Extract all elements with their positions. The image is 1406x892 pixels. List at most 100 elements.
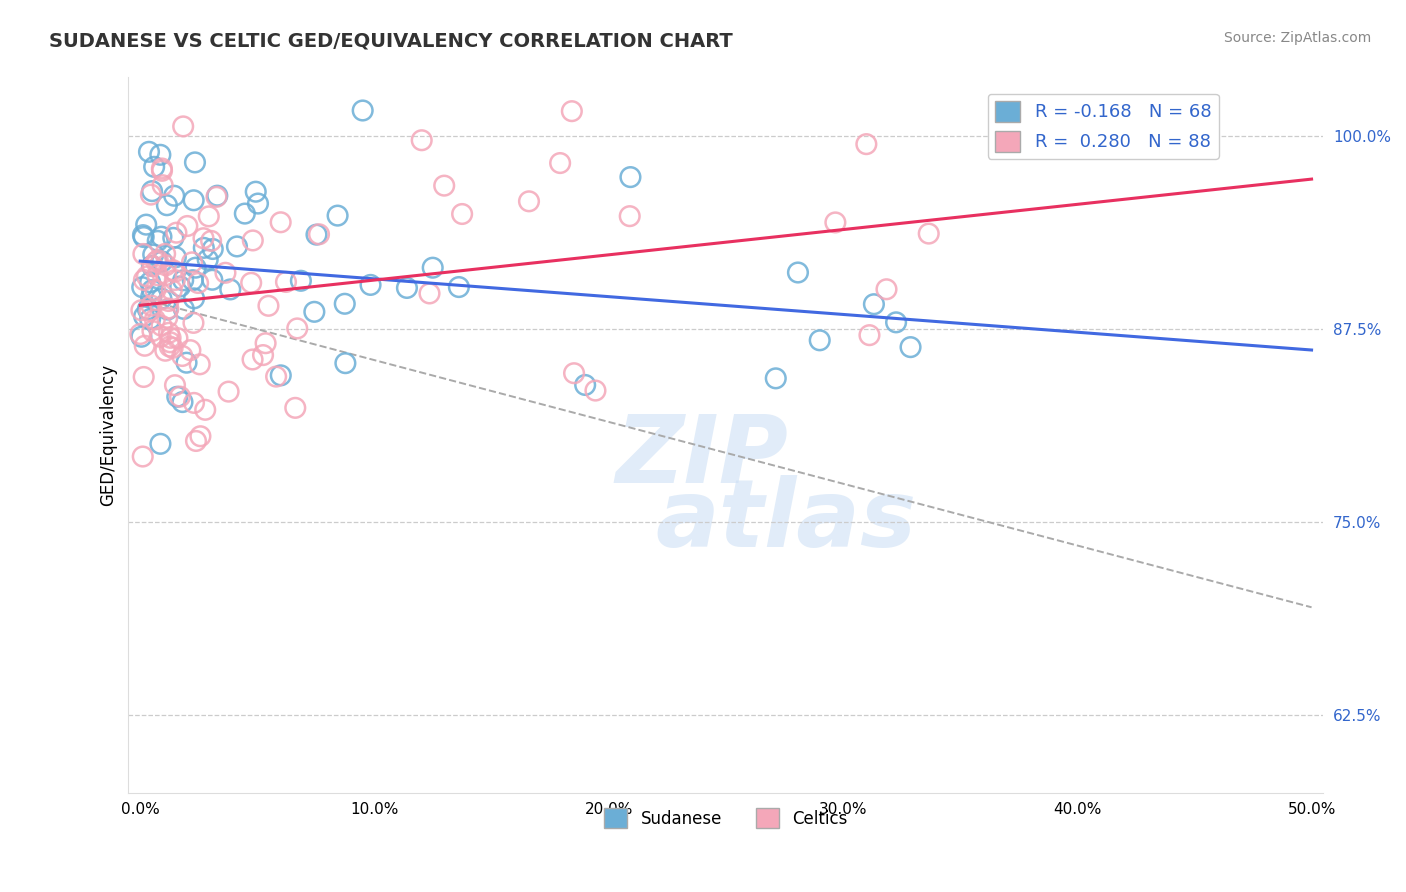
Point [184, 260, 207, 275]
Point [169, 390, 191, 404]
Point [163, 265, 186, 279]
Text: Source: ZipAtlas.com: Source: ZipAtlas.com [1223, 31, 1371, 45]
Point [304, 305, 326, 319]
Point [141, 259, 163, 273]
Point [143, 283, 166, 297]
Y-axis label: GED/Equivalency: GED/Equivalency [100, 364, 117, 506]
Point [157, 301, 180, 316]
Point [139, 187, 162, 202]
Point [326, 209, 349, 223]
Point [141, 283, 163, 297]
Point [146, 253, 169, 268]
Point [787, 266, 810, 280]
Point [150, 229, 173, 244]
Point [172, 273, 194, 287]
Point [246, 196, 269, 211]
Point [150, 292, 173, 306]
Point [333, 297, 356, 311]
Point [173, 301, 195, 316]
Point [162, 231, 184, 245]
Point [447, 280, 470, 294]
Point [201, 273, 224, 287]
Point [918, 227, 941, 241]
Point [176, 356, 198, 370]
Point [219, 282, 242, 296]
Point [254, 336, 277, 351]
Point [149, 330, 172, 344]
Point [218, 384, 240, 399]
Point [146, 234, 169, 248]
Point [855, 137, 877, 152]
Point [205, 190, 228, 204]
Point [150, 163, 173, 178]
Point [172, 120, 194, 134]
Point [172, 395, 194, 409]
Point [183, 291, 205, 305]
Point [284, 401, 307, 415]
Point [422, 260, 444, 275]
Point [165, 250, 187, 264]
Point [619, 170, 641, 185]
Point [166, 390, 188, 404]
Point [176, 219, 198, 233]
Point [181, 273, 204, 287]
Point [181, 255, 204, 269]
Point [155, 268, 177, 282]
Point [863, 297, 886, 311]
Point [134, 310, 156, 324]
Point [433, 178, 456, 193]
Point [270, 368, 292, 383]
Point [395, 281, 418, 295]
Point [138, 303, 160, 318]
Text: atlas: atlas [655, 475, 917, 567]
Point [562, 366, 585, 380]
Point [900, 340, 922, 354]
Point [162, 341, 184, 355]
Point [226, 239, 249, 253]
Point [240, 276, 263, 290]
Legend: Sudanese, Celtics: Sudanese, Celtics [598, 802, 855, 834]
Point [131, 280, 153, 294]
Point [135, 218, 157, 232]
Point [163, 273, 186, 287]
Point [242, 352, 264, 367]
Point [155, 343, 177, 358]
Point [150, 161, 173, 176]
Point [188, 357, 211, 371]
Point [163, 188, 186, 202]
Point [193, 231, 215, 245]
Point [159, 331, 181, 345]
Point [561, 104, 583, 119]
Point [131, 303, 153, 318]
Point [169, 279, 191, 293]
Point [308, 227, 330, 242]
Point [163, 378, 186, 392]
Point [264, 369, 287, 384]
Point [139, 275, 162, 289]
Point [142, 247, 165, 261]
Point [160, 283, 183, 297]
Point [165, 226, 187, 240]
Point [808, 334, 831, 348]
Text: SUDANESE VS CELTIC GED/EQUIVALENCY CORRELATION CHART: SUDANESE VS CELTIC GED/EQUIVALENCY CORRE… [49, 31, 733, 50]
Point [146, 268, 169, 282]
Point [200, 234, 222, 248]
Point [201, 242, 224, 256]
Point [245, 185, 267, 199]
Point [233, 206, 256, 220]
Point [257, 299, 280, 313]
Point [172, 349, 194, 363]
Point [184, 155, 207, 169]
Point [418, 286, 440, 301]
Point [876, 282, 898, 296]
Point [136, 302, 159, 317]
Point [858, 328, 880, 343]
Point [619, 209, 641, 223]
Point [207, 188, 229, 202]
Point [157, 293, 180, 308]
Point [166, 331, 188, 345]
Point [149, 148, 172, 162]
Point [352, 103, 374, 118]
Point [252, 348, 274, 362]
Point [150, 254, 173, 268]
